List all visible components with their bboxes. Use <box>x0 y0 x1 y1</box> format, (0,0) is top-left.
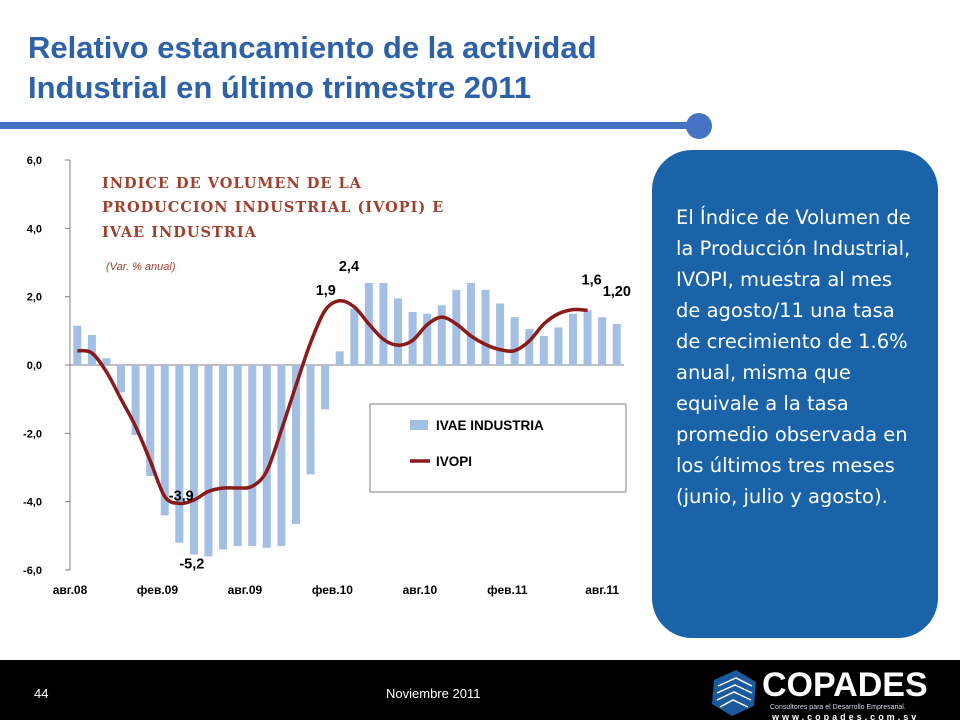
logo-website: www.copades.com.sv <box>772 712 920 722</box>
data-label: 1,6 <box>582 272 602 288</box>
legend-swatch-ivae <box>410 420 428 430</box>
bar-ivae <box>612 324 621 365</box>
bar-ivae <box>87 334 96 365</box>
legend-box <box>369 403 627 493</box>
bar-ivae <box>262 365 271 548</box>
bar-ivae <box>379 283 388 365</box>
slide-title: Relativo estancamiento de la actividad I… <box>28 28 688 108</box>
copades-logo: COPADES Consultores para el Desarrollo E… <box>708 666 954 722</box>
bar-ivae <box>117 365 126 393</box>
x-tick-label: фев.10 <box>312 583 353 597</box>
bar-ivae <box>568 313 577 365</box>
chart-subtitle: (Var. % anual) <box>106 261 176 273</box>
bar-ivae <box>539 335 548 365</box>
bar-ivae <box>598 317 607 365</box>
commentary-callout: El Índice de Volumen de la Producción In… <box>652 150 938 638</box>
y-tick-label: 6,0 <box>27 155 42 167</box>
x-tick-label: авг.09 <box>228 583 263 597</box>
bar-ivae <box>525 329 534 365</box>
bar-ivae <box>131 365 140 436</box>
bar-ivae <box>146 365 155 477</box>
bar-ivae <box>350 308 359 365</box>
bar-ivae <box>175 365 184 543</box>
bar-ivae <box>583 310 592 365</box>
bar-ivae <box>510 317 519 365</box>
title-line-2: Industrial en último trimestre 2011 <box>28 70 532 105</box>
bar-ivae <box>394 298 403 365</box>
bar-ivae <box>248 365 257 547</box>
legend-label-ivopi: IVOPI <box>436 454 472 469</box>
bar-ivae <box>73 325 82 365</box>
y-tick-label: -2,0 <box>23 428 42 440</box>
y-tick-label: 2,0 <box>27 292 42 304</box>
line-series-ivopi <box>77 298 588 506</box>
line-ivopi <box>77 298 588 506</box>
bar-ivae <box>481 289 490 365</box>
title-line-1: Relativo estancamiento de la actividad <box>28 30 597 65</box>
x-tick-label: авг.10 <box>403 583 438 597</box>
data-label: 1,20 <box>603 284 631 300</box>
chart-axes: 6,0 4,0 2,0 0,0 -2,0 -4,0 -6,0 авг.08 фев.09 авг.… <box>23 155 624 597</box>
page-number: 44 <box>34 686 49 701</box>
y-tick-label: 4,0 <box>27 223 42 235</box>
data-label: -3,9 <box>169 489 194 505</box>
x-tick-label: фев.09 <box>137 583 178 597</box>
bar-ivae <box>423 313 432 365</box>
bar-ivae <box>160 365 169 516</box>
bar-ivae <box>204 365 213 557</box>
bar-ivae <box>233 365 242 547</box>
bar-ivae <box>437 305 446 365</box>
data-label: 1,9 <box>316 283 336 299</box>
y-tick-label: 0,0 <box>27 360 42 372</box>
logo-wordmark: COPADES <box>762 666 928 704</box>
data-label: 2,4 <box>339 259 359 275</box>
commentary-text: El Índice de Volumen de la Producción In… <box>676 206 911 508</box>
bar-ivae <box>335 351 344 365</box>
bar-ivae <box>189 365 198 555</box>
y-tick-label: -4,0 <box>23 497 42 509</box>
bar-ivae <box>277 365 286 547</box>
title-underline <box>0 122 700 129</box>
bar-ivae <box>321 365 330 410</box>
chart-data-labels: -3,9 -5,2 2,41,9 1,61,20 <box>169 259 631 573</box>
data-label: -5,2 <box>179 557 204 573</box>
x-tick-label: авг.08 <box>53 583 88 597</box>
title-underline-dot <box>686 113 712 139</box>
bar-ivae <box>466 283 475 365</box>
logo-tagline: Consultores para el Desarrollo Empresari… <box>770 704 906 711</box>
footer-date: Noviembre 2011 <box>386 686 481 701</box>
bar-ivae <box>496 303 505 365</box>
chart-legend: IVAE INDUSTRIA IVOPI <box>369 403 627 493</box>
ivopi-ivae-chart: 6,0 4,0 2,0 0,0 -2,0 -4,0 -6,0 авг.08 фев.09 авг.… <box>23 155 631 597</box>
chart-title-line-1: INDICE DE VOLUMEN DE LA <box>102 175 362 192</box>
y-tick-label: -6,0 <box>23 565 42 577</box>
logo-globe-icon <box>712 670 756 716</box>
footer-bar: 44 Noviembre 2011 COPADES Consultores pa… <box>0 660 960 722</box>
chart-title-line-2: PRODUCCION INDUSTRIAL (IVOPI) E <box>102 199 444 216</box>
legend-label-ivae: IVAE INDUSTRIA <box>436 418 544 433</box>
bar-series-ivae <box>73 283 621 557</box>
chart-title-line-3: IVAE INDUSTRIA <box>102 224 257 241</box>
x-tick-label: авг.11 <box>585 583 619 597</box>
bar-ivae <box>452 289 461 365</box>
bar-ivae <box>306 365 315 475</box>
bar-ivae <box>219 365 228 550</box>
x-tick-label: фев.11 <box>487 583 528 597</box>
bar-ivae <box>291 365 300 524</box>
bar-ivae <box>102 358 111 365</box>
chart-title-block: INDICE DE VOLUMEN DE LA PRODUCCION INDUS… <box>102 175 444 273</box>
bar-ivae <box>554 327 563 365</box>
